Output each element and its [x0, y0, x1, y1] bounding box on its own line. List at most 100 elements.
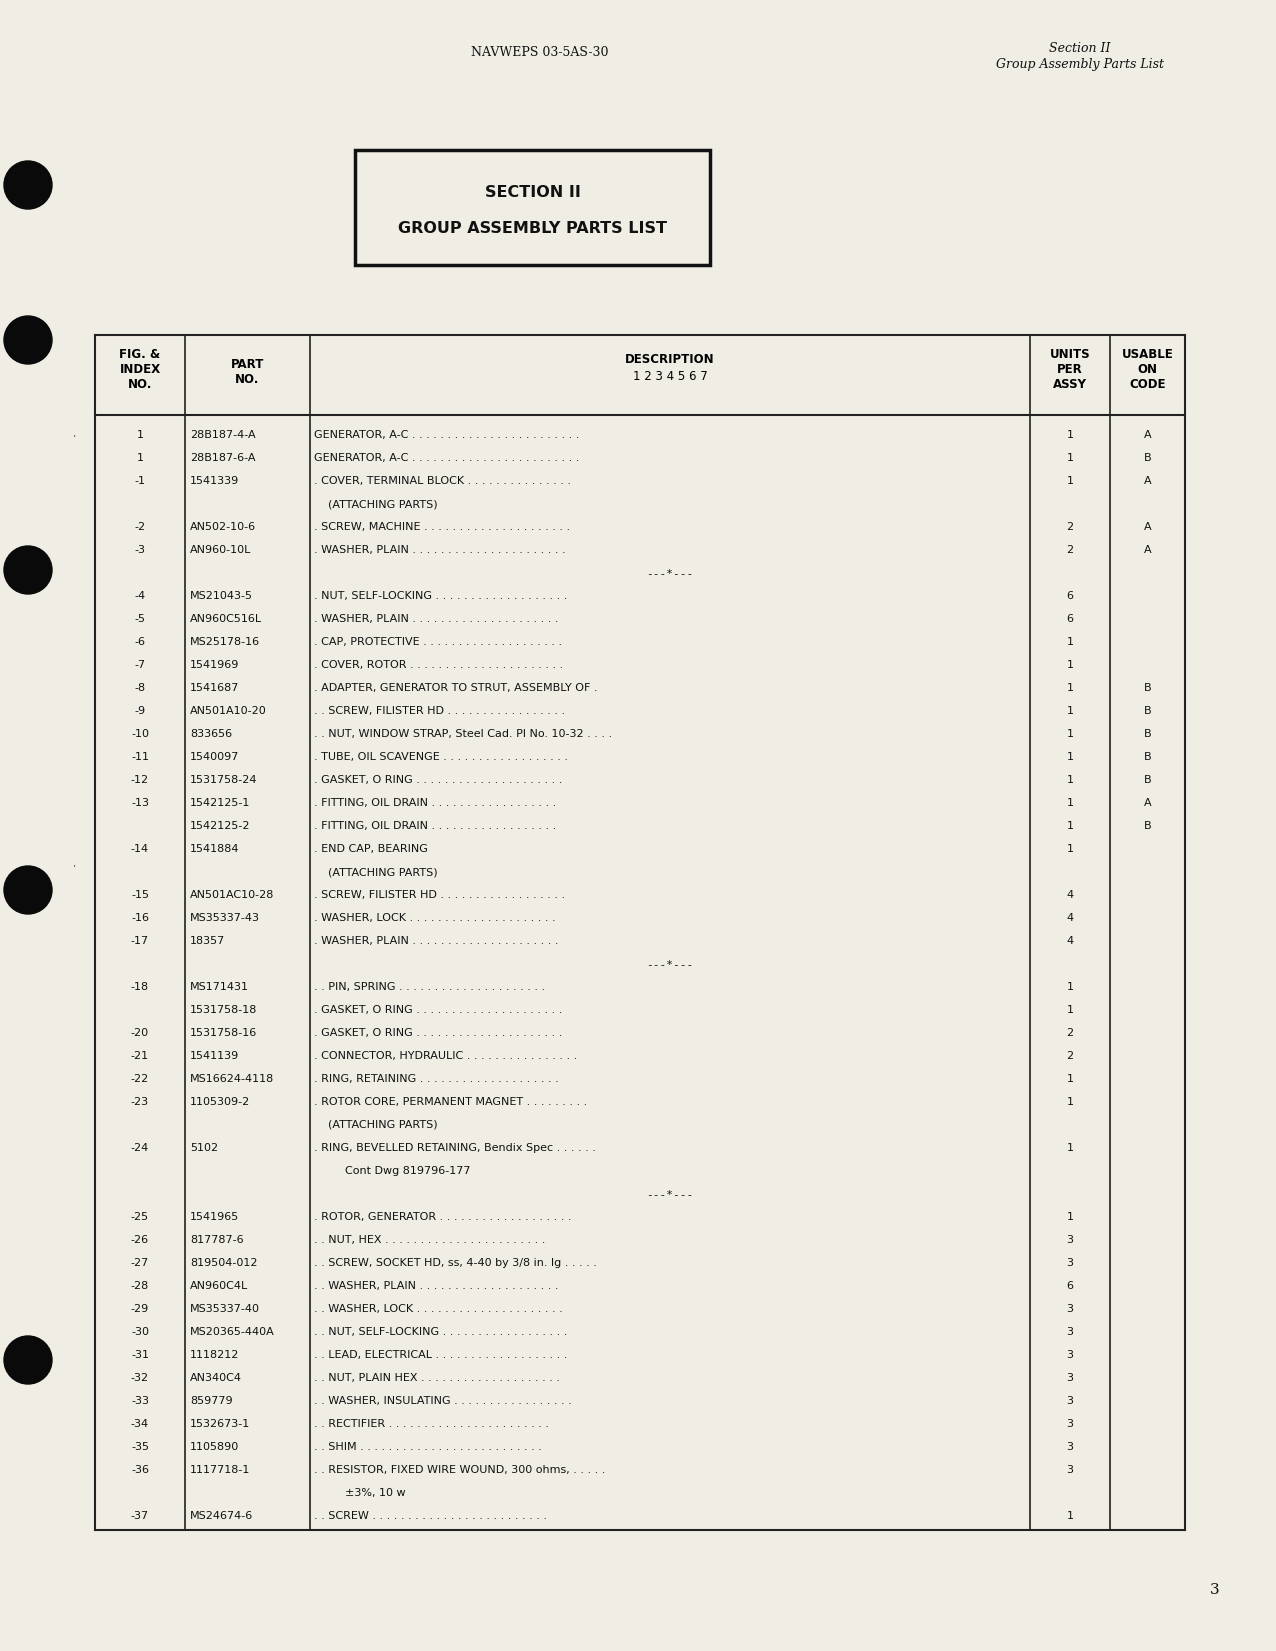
- Text: -2: -2: [134, 522, 145, 532]
- Text: 1541965: 1541965: [190, 1212, 240, 1222]
- Text: -30: -30: [131, 1327, 149, 1337]
- Text: DESCRIPTION: DESCRIPTION: [625, 353, 715, 367]
- Text: 1: 1: [137, 454, 143, 464]
- Circle shape: [4, 546, 52, 594]
- Text: 1541884: 1541884: [190, 844, 240, 854]
- Text: ’: ’: [71, 865, 75, 875]
- Text: GENERATOR, A-C . . . . . . . . . . . . . . . . . . . . . . . .: GENERATOR, A-C . . . . . . . . . . . . .…: [314, 431, 579, 441]
- Text: . GASKET, O RING . . . . . . . . . . . . . . . . . . . . .: . GASKET, O RING . . . . . . . . . . . .…: [314, 776, 563, 786]
- Text: 1: 1: [1067, 454, 1073, 464]
- Text: 1: 1: [1067, 431, 1073, 441]
- Text: . FITTING, OIL DRAIN . . . . . . . . . . . . . . . . . .: . FITTING, OIL DRAIN . . . . . . . . . .…: [314, 821, 556, 830]
- Text: INDEX: INDEX: [120, 363, 161, 376]
- Text: . RING, BEVELLED RETAINING, Bendix Spec . . . . . .: . RING, BEVELLED RETAINING, Bendix Spec …: [314, 1142, 596, 1152]
- Text: 4: 4: [1067, 936, 1073, 946]
- Text: 1: 1: [1067, 684, 1073, 693]
- FancyBboxPatch shape: [355, 150, 709, 266]
- Text: 1541139: 1541139: [190, 1052, 240, 1062]
- Text: 817787-6: 817787-6: [190, 1235, 244, 1245]
- Text: 6: 6: [1067, 591, 1073, 601]
- Text: . TUBE, OIL SCAVENGE . . . . . . . . . . . . . . . . . .: . TUBE, OIL SCAVENGE . . . . . . . . . .…: [314, 753, 568, 763]
- Text: 1: 1: [1067, 1212, 1073, 1222]
- Text: -36: -36: [131, 1464, 149, 1474]
- Circle shape: [4, 1336, 52, 1384]
- Text: 1105309-2: 1105309-2: [190, 1096, 250, 1106]
- Text: B: B: [1143, 730, 1151, 740]
- Text: 1: 1: [1067, 821, 1073, 830]
- Text: GENERATOR, A-C . . . . . . . . . . . . . . . . . . . . . . . .: GENERATOR, A-C . . . . . . . . . . . . .…: [314, 454, 579, 464]
- Text: A: A: [1143, 545, 1151, 555]
- Text: . . WASHER, PLAIN . . . . . . . . . . . . . . . . . . . .: . . WASHER, PLAIN . . . . . . . . . . . …: [314, 1281, 559, 1291]
- Text: AN340C4: AN340C4: [190, 1372, 242, 1382]
- Text: ’: ’: [71, 434, 75, 446]
- Text: 3: 3: [1067, 1372, 1073, 1382]
- Text: -11: -11: [131, 753, 149, 763]
- Text: ---*---: ---*---: [647, 959, 694, 969]
- Text: -5: -5: [134, 614, 145, 624]
- Text: 3: 3: [1067, 1441, 1073, 1451]
- Text: B: B: [1143, 753, 1151, 763]
- Text: 1541969: 1541969: [190, 660, 240, 670]
- Text: . . WASHER, LOCK . . . . . . . . . . . . . . . . . . . . .: . . WASHER, LOCK . . . . . . . . . . . .…: [314, 1304, 563, 1314]
- Text: . GASKET, O RING . . . . . . . . . . . . . . . . . . . . .: . GASKET, O RING . . . . . . . . . . . .…: [314, 1029, 563, 1038]
- Text: Section II: Section II: [1049, 41, 1110, 54]
- Text: PART: PART: [231, 358, 264, 371]
- Text: . . NUT, WINDOW STRAP, Steel Cad. Pl No. 10-32 . . . .: . . NUT, WINDOW STRAP, Steel Cad. Pl No.…: [314, 730, 612, 740]
- Text: SECTION II: SECTION II: [485, 185, 581, 200]
- Text: -17: -17: [131, 936, 149, 946]
- Text: 859779: 859779: [190, 1395, 232, 1405]
- Text: CODE: CODE: [1129, 378, 1166, 391]
- Text: . . WASHER, INSULATING . . . . . . . . . . . . . . . . .: . . WASHER, INSULATING . . . . . . . . .…: [314, 1395, 572, 1405]
- Text: USABLE: USABLE: [1122, 348, 1174, 362]
- Text: -8: -8: [134, 684, 145, 693]
- Text: MS35337-40: MS35337-40: [190, 1304, 260, 1314]
- Text: . WASHER, PLAIN . . . . . . . . . . . . . . . . . . . . .: . WASHER, PLAIN . . . . . . . . . . . . …: [314, 614, 559, 624]
- Text: 2: 2: [1067, 1052, 1073, 1062]
- Text: B: B: [1143, 821, 1151, 830]
- Text: . WASHER, LOCK . . . . . . . . . . . . . . . . . . . . .: . WASHER, LOCK . . . . . . . . . . . . .…: [314, 913, 555, 923]
- Text: NO.: NO.: [235, 373, 260, 386]
- Text: (ATTACHING PARTS): (ATTACHING PARTS): [328, 1119, 438, 1129]
- Text: NAVWEPS 03-5AS-30: NAVWEPS 03-5AS-30: [471, 46, 609, 58]
- Text: 2: 2: [1067, 522, 1073, 532]
- Text: MS16624-4118: MS16624-4118: [190, 1073, 274, 1085]
- Text: 4: 4: [1067, 913, 1073, 923]
- Text: ---*---: ---*---: [647, 568, 694, 578]
- Text: B: B: [1143, 707, 1151, 717]
- Text: 1531758-24: 1531758-24: [190, 776, 258, 786]
- Text: 3: 3: [1067, 1258, 1073, 1268]
- Text: ASSY: ASSY: [1053, 378, 1087, 391]
- Text: B: B: [1143, 684, 1151, 693]
- Text: . . LEAD, ELECTRICAL . . . . . . . . . . . . . . . . . . .: . . LEAD, ELECTRICAL . . . . . . . . . .…: [314, 1349, 568, 1360]
- Text: 1: 1: [1067, 637, 1073, 647]
- Text: 4: 4: [1067, 890, 1073, 900]
- Text: -15: -15: [131, 890, 149, 900]
- Text: . ADAPTER, GENERATOR TO STRUT, ASSEMBLY OF .: . ADAPTER, GENERATOR TO STRUT, ASSEMBLY …: [314, 684, 597, 693]
- Text: MS24674-6: MS24674-6: [190, 1511, 253, 1521]
- Text: . CONNECTOR, HYDRAULIC . . . . . . . . . . . . . . . .: . CONNECTOR, HYDRAULIC . . . . . . . . .…: [314, 1052, 577, 1062]
- Text: . ROTOR, GENERATOR . . . . . . . . . . . . . . . . . . .: . ROTOR, GENERATOR . . . . . . . . . . .…: [314, 1212, 572, 1222]
- Text: -7: -7: [134, 660, 145, 670]
- Text: -10: -10: [131, 730, 149, 740]
- Text: -14: -14: [131, 844, 149, 854]
- Text: 1: 1: [1067, 776, 1073, 786]
- Text: 1: 1: [1067, 797, 1073, 807]
- Text: 3: 3: [1067, 1418, 1073, 1428]
- Text: . WASHER, PLAIN . . . . . . . . . . . . . . . . . . . . . .: . WASHER, PLAIN . . . . . . . . . . . . …: [314, 545, 565, 555]
- Text: . CAP, PROTECTIVE . . . . . . . . . . . . . . . . . . . .: . CAP, PROTECTIVE . . . . . . . . . . . …: [314, 637, 563, 647]
- Text: -12: -12: [131, 776, 149, 786]
- Text: -32: -32: [131, 1372, 149, 1382]
- Text: 6: 6: [1067, 614, 1073, 624]
- Text: . END CAP, BEARING: . END CAP, BEARING: [314, 844, 427, 854]
- Text: -18: -18: [131, 982, 149, 992]
- Text: 2: 2: [1067, 1029, 1073, 1038]
- Text: -26: -26: [131, 1235, 149, 1245]
- Text: UNITS: UNITS: [1050, 348, 1090, 362]
- Text: MS25178-16: MS25178-16: [190, 637, 260, 647]
- Text: 3: 3: [1067, 1395, 1073, 1405]
- Text: MS21043-5: MS21043-5: [190, 591, 253, 601]
- Text: 2: 2: [1067, 545, 1073, 555]
- Text: -21: -21: [131, 1052, 149, 1062]
- Text: -6: -6: [134, 637, 145, 647]
- Text: 1: 1: [1067, 753, 1073, 763]
